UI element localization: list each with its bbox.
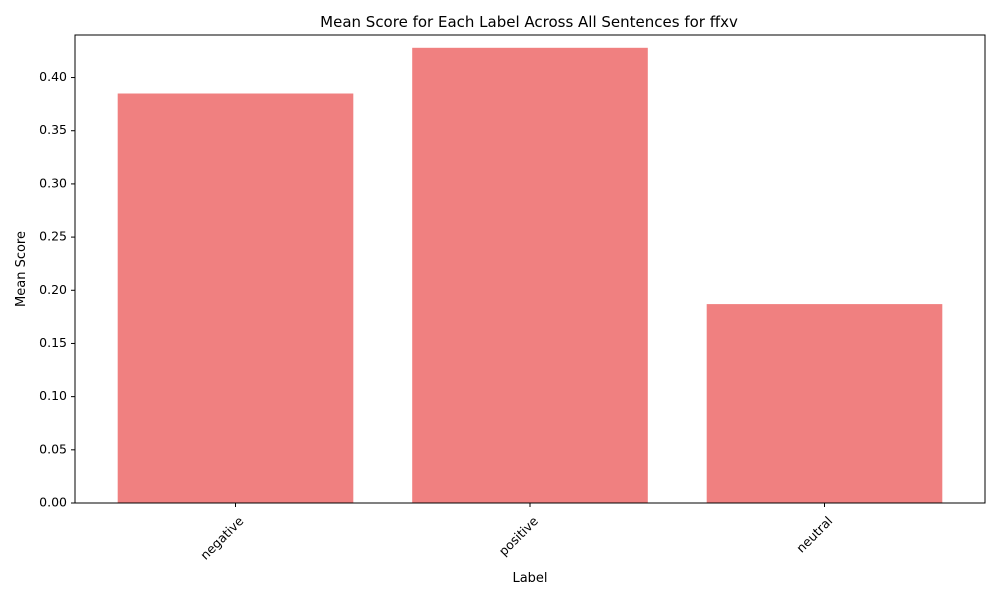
x-tick-label: positive — [496, 513, 541, 558]
bars-group — [117, 47, 943, 504]
y-tick-label: 0.40 — [39, 69, 67, 84]
y-tick-label: 0.15 — [39, 335, 67, 350]
x-axis-ticks: negative positive neutral — [197, 503, 835, 563]
y-tick-label: 0.20 — [39, 282, 67, 297]
y-tick-label: 0.35 — [39, 122, 67, 137]
bar-positive — [412, 47, 648, 504]
y-tick-label: 0.25 — [39, 229, 67, 244]
bar-negative — [117, 93, 354, 503]
y-tick-label: 0.30 — [39, 175, 67, 190]
plot-frame — [74, 34, 986, 504]
y-tick-label: 0.10 — [39, 388, 67, 403]
y-tick-label: 0.00 — [39, 495, 67, 510]
y-tick-label: 0.05 — [39, 441, 67, 456]
y-axis-ticks: 0.00 0.05 0.10 0.15 0.20 0.25 0.30 0.35 0.40 — [39, 69, 75, 510]
bar-neutral — [706, 304, 943, 503]
x-tick-label: neutral — [793, 513, 835, 555]
chart-title: Mean Score for Each Label Across All Sen… — [320, 13, 738, 31]
x-tick-label: negative — [197, 513, 246, 562]
y-axis-label: Mean Score — [14, 231, 29, 307]
x-axis-label: Label — [512, 571, 547, 586]
